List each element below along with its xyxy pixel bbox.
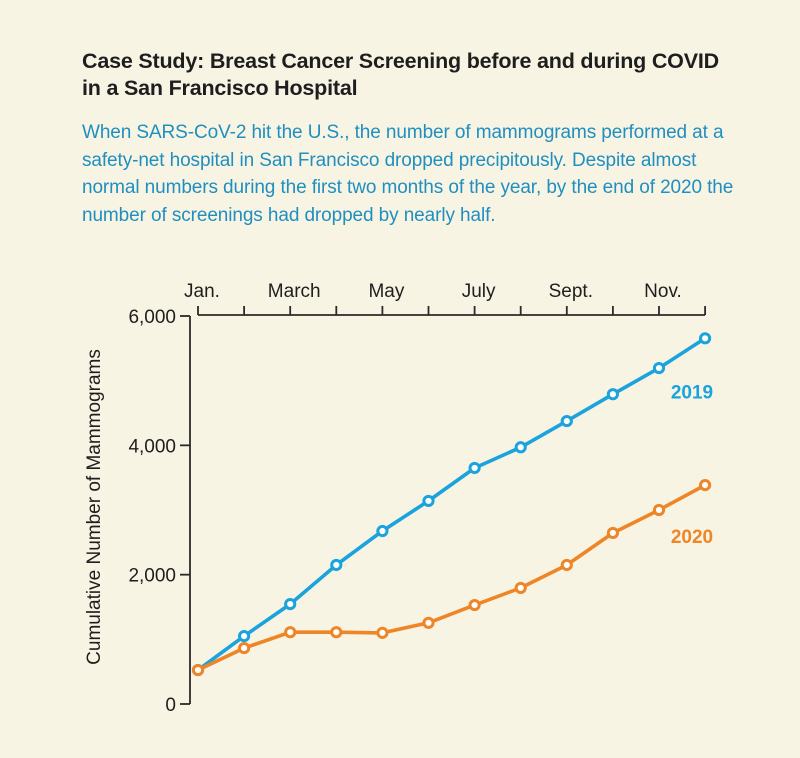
series-line-2020 (197, 483, 706, 672)
x-tick-label: Nov. (644, 281, 682, 302)
data-point-2019 (284, 597, 297, 611)
data-point-2019 (330, 558, 343, 572)
data-point-2019 (238, 630, 251, 643)
data-point-2020 (191, 663, 205, 677)
data-point-2020 (284, 626, 297, 639)
series-lines (196, 336, 707, 672)
data-point-2020 (606, 526, 620, 540)
series-line-2019 (196, 336, 707, 672)
x-tick-label: Sept. (549, 281, 593, 302)
data-point-2020 (330, 626, 343, 639)
series-labels: 2019 2020 (671, 382, 713, 548)
x-tick-label: July (462, 281, 496, 302)
y-tick-label: 4,000 (128, 436, 176, 457)
data-point-2019 (376, 524, 389, 538)
data-point-2020 (422, 616, 435, 629)
data-point-2020 (699, 479, 712, 492)
y-tick-label: 6,000 (128, 307, 176, 328)
x-axis-top: Jan. March May July Sept. Nov. (184, 281, 706, 316)
data-point-2020 (376, 626, 389, 639)
chart-title: Case Study: Breast Cancer Screening befo… (82, 49, 719, 100)
data-point-2020 (468, 598, 481, 612)
data-point-2019 (652, 361, 666, 375)
series-label-2019: 2019 (671, 382, 713, 403)
data-point-2019 (422, 494, 435, 508)
data-point-2019 (514, 441, 527, 454)
data-point-2019 (468, 461, 481, 475)
y-tick-label: 0 (165, 695, 176, 716)
series-points (191, 332, 712, 677)
data-point-2020 (652, 503, 666, 517)
x-tick-label: March (268, 281, 321, 302)
data-point-2019 (606, 388, 620, 401)
data-point-2020 (560, 558, 573, 572)
data-point-2020 (238, 641, 251, 655)
data-point-2019 (560, 414, 573, 428)
data-point-2019 (699, 332, 712, 345)
y-tick-label: 2,000 (128, 566, 176, 587)
series-label-2020: 2020 (671, 527, 713, 548)
chart-subtitle: When SARS-CoV-2 hit the U.S., the number… (82, 122, 734, 226)
x-tick-label: May (368, 281, 404, 302)
y-axis: 0 2,000 4,000 6,000 (128, 307, 191, 716)
data-point-2020 (514, 581, 527, 595)
y-axis-label: Cumulative Number of Mammograms (84, 349, 105, 665)
x-tick-label: Jan. (184, 281, 220, 302)
